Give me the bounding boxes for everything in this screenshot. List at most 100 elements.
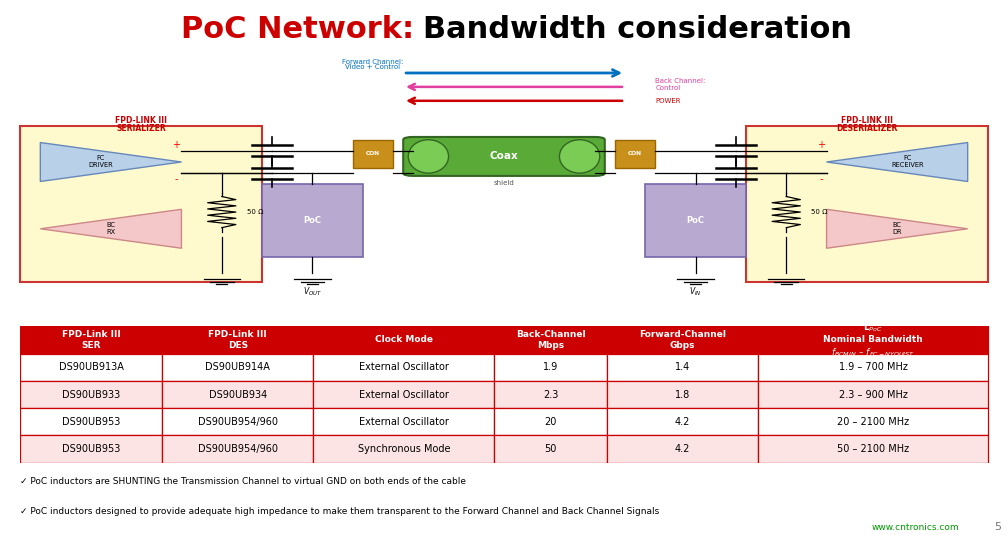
- Text: 50 Ω: 50 Ω: [247, 209, 263, 215]
- Bar: [313, 354, 494, 381]
- Text: DS90UB934: DS90UB934: [209, 389, 267, 400]
- Bar: [162, 381, 313, 408]
- Text: CON: CON: [366, 151, 380, 156]
- FancyBboxPatch shape: [20, 126, 262, 281]
- Text: POWER: POWER: [655, 98, 680, 104]
- Text: 50: 50: [544, 444, 556, 454]
- Text: +: +: [817, 140, 826, 150]
- Bar: [494, 326, 607, 354]
- Text: www.cntronics.com: www.cntronics.com: [872, 523, 960, 532]
- Bar: [20, 435, 162, 463]
- Bar: [758, 435, 988, 463]
- Bar: [20, 408, 162, 435]
- Text: shield: shield: [494, 180, 514, 186]
- Text: DS90UB954/960: DS90UB954/960: [198, 417, 278, 427]
- Bar: [758, 326, 988, 354]
- Bar: [162, 435, 313, 463]
- Text: CON: CON: [628, 151, 642, 156]
- Text: $V_{IN}$: $V_{IN}$: [689, 285, 702, 297]
- Bar: [20, 326, 162, 354]
- Ellipse shape: [408, 140, 449, 173]
- Text: 1.8: 1.8: [675, 389, 690, 400]
- Bar: [313, 381, 494, 408]
- FancyBboxPatch shape: [403, 137, 605, 176]
- Bar: [313, 326, 494, 354]
- Text: FC
DRIVER: FC DRIVER: [89, 156, 113, 169]
- Bar: [758, 354, 988, 381]
- Text: FC
RECEIVER: FC RECEIVER: [891, 156, 923, 169]
- Text: DESERIALIZER: DESERIALIZER: [837, 124, 897, 133]
- Bar: [758, 381, 988, 408]
- Text: DS90UB953: DS90UB953: [61, 417, 120, 427]
- FancyBboxPatch shape: [353, 140, 393, 167]
- Text: Back Channel:: Back Channel:: [655, 78, 706, 85]
- Text: Forward Channel:: Forward Channel:: [343, 59, 403, 65]
- Text: External Oscillator: External Oscillator: [359, 362, 449, 372]
- Bar: [494, 354, 607, 381]
- Text: External Oscillator: External Oscillator: [359, 389, 449, 400]
- Text: Synchronous Mode: Synchronous Mode: [358, 444, 451, 454]
- Text: Control: Control: [655, 85, 680, 91]
- Text: BC
DR: BC DR: [892, 222, 902, 235]
- Bar: [758, 408, 988, 435]
- Text: Coax: Coax: [490, 151, 518, 162]
- Text: PoC: PoC: [303, 216, 322, 225]
- Bar: [20, 354, 162, 381]
- Text: PoC: PoC: [686, 216, 705, 225]
- Text: ✓ PoC inductors are SHUNTING the Transmission Channel to virtual GND on both end: ✓ PoC inductors are SHUNTING the Transmi…: [20, 477, 466, 486]
- Text: 50 Ω: 50 Ω: [811, 209, 828, 215]
- Text: DS90UB954/960: DS90UB954/960: [198, 444, 278, 454]
- FancyBboxPatch shape: [645, 184, 746, 257]
- Text: 2.3 – 900 MHz: 2.3 – 900 MHz: [839, 389, 907, 400]
- Text: 2.3: 2.3: [543, 389, 558, 400]
- Text: 4.2: 4.2: [675, 444, 690, 454]
- Polygon shape: [827, 142, 968, 181]
- Bar: [607, 381, 758, 408]
- Text: Back-Channel
Mbps: Back-Channel Mbps: [516, 330, 586, 350]
- FancyBboxPatch shape: [615, 140, 655, 167]
- Polygon shape: [40, 142, 181, 181]
- Bar: [494, 381, 607, 408]
- Bar: [607, 435, 758, 463]
- Polygon shape: [827, 209, 968, 248]
- Text: 5: 5: [994, 522, 1001, 532]
- Text: DS90UB953: DS90UB953: [61, 444, 120, 454]
- Polygon shape: [40, 209, 181, 248]
- Bar: [162, 354, 313, 381]
- Text: 4.2: 4.2: [675, 417, 690, 427]
- Text: Video + Control: Video + Control: [346, 64, 400, 71]
- Text: DS90UB933: DS90UB933: [61, 389, 120, 400]
- Bar: [162, 326, 313, 354]
- Bar: [607, 408, 758, 435]
- Bar: [313, 435, 494, 463]
- Text: SERIALIZER: SERIALIZER: [116, 124, 166, 133]
- Bar: [607, 354, 758, 381]
- Text: PoC Network:: PoC Network:: [181, 15, 425, 44]
- Text: 20 – 2100 MHz: 20 – 2100 MHz: [838, 417, 909, 427]
- Text: DS90UB913A: DS90UB913A: [58, 362, 124, 372]
- Text: DS90UB914A: DS90UB914A: [206, 362, 270, 372]
- Text: +: +: [172, 140, 180, 150]
- Text: Forward-Channel
Gbps: Forward-Channel Gbps: [639, 330, 726, 350]
- Bar: [313, 408, 494, 435]
- FancyBboxPatch shape: [262, 184, 363, 257]
- Ellipse shape: [559, 140, 600, 173]
- FancyBboxPatch shape: [746, 126, 988, 281]
- Text: 1.4: 1.4: [675, 362, 690, 372]
- Text: 50 – 2100 MHz: 50 – 2100 MHz: [838, 444, 909, 454]
- Text: FPD-LINK III: FPD-LINK III: [841, 116, 893, 125]
- Bar: [494, 408, 607, 435]
- Text: L$_{PoC}$
Nominal Bandwidth
$f_{BCMIN}$ – $f_{FC-NYQUIST}$: L$_{PoC}$ Nominal Bandwidth $f_{BCMIN}$ …: [824, 321, 923, 359]
- Text: 1.9: 1.9: [543, 362, 558, 372]
- Bar: [20, 381, 162, 408]
- Text: FPD-Link III
SER: FPD-Link III SER: [61, 330, 120, 350]
- Bar: [162, 408, 313, 435]
- Text: 1.9 – 700 MHz: 1.9 – 700 MHz: [839, 362, 907, 372]
- Text: BC
RX: BC RX: [106, 222, 116, 235]
- Text: -: -: [174, 174, 178, 184]
- Text: Bandwidth consideration: Bandwidth consideration: [423, 15, 853, 44]
- Text: FPD-LINK III: FPD-LINK III: [115, 116, 167, 125]
- Text: External Oscillator: External Oscillator: [359, 417, 449, 427]
- Text: -: -: [820, 174, 824, 184]
- Text: Clock Mode: Clock Mode: [375, 335, 432, 345]
